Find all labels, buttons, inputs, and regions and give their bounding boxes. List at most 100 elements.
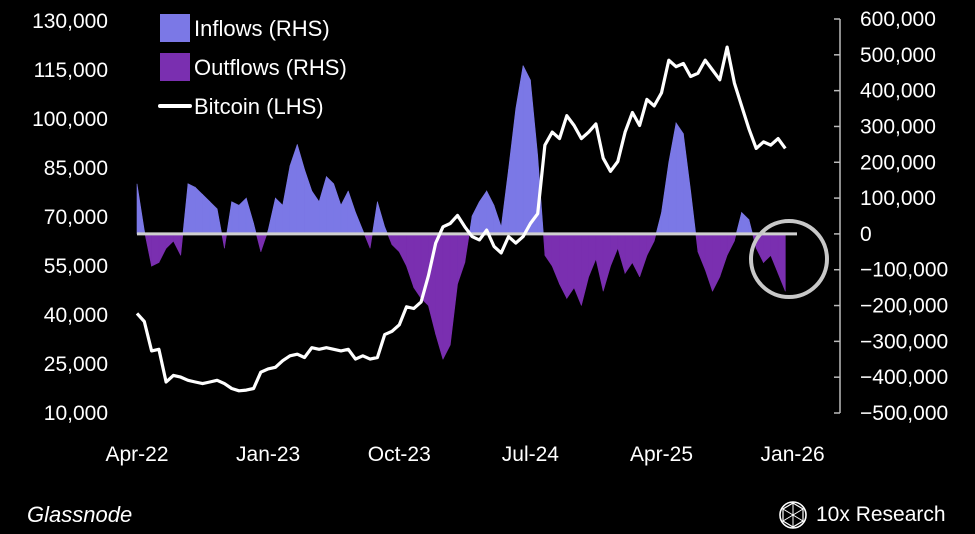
bitcoin-line [135,45,787,393]
right-tick-label: 300,000 [860,115,936,138]
inflow-area-segment [253,223,257,235]
inflow-area-segment [741,211,750,235]
inflow-area-segment [216,208,223,235]
outflow-area-segment [602,233,611,292]
inflow-area-segment [515,65,524,235]
inflow-area-segment [194,186,203,235]
inflow-area-segment [471,201,480,235]
legend-label: Outflows (RHS) [194,55,347,80]
left-tick-label: 115,000 [34,59,108,82]
outflow-area-segment [391,233,400,253]
right-axis: 600,000 500,000 400,000 300,000 200,000 100,0… [834,8,948,425]
inflow-area-segment [347,190,356,235]
x-tick-label: Oct-23 [368,443,431,466]
inflow-area-segment [231,201,240,235]
outflow-area-segment [387,233,393,245]
x-tick-label: Apr-25 [630,443,693,466]
inflow-area-segment [372,201,378,235]
inflow-area-segment [355,212,364,235]
legend-swatch [160,14,190,42]
inflow-area-segment [304,169,313,235]
outflow-area-segment [457,233,466,285]
outflow-area-segment [369,233,373,249]
inflow-area-segment [202,193,211,235]
inflow-area-segment [182,183,189,235]
network-globe-icon [779,501,807,529]
flows-area-layer [136,65,786,360]
x-tick-label: Jan-23 [236,443,300,466]
inflow-area-segment [748,219,753,235]
inflow-area-segment [226,201,233,235]
outflow-area-segment [363,233,371,249]
outflow-area-segment [158,233,167,263]
outflow-area-segment [632,233,640,278]
outflow-area-segment [406,233,415,288]
outflow-area-segment [413,233,422,300]
right-tick-label: −100,000 [860,259,948,282]
left-tick-label: 10,000 [44,402,108,425]
inflow-area-segment [333,183,342,235]
outflow-area-segment [697,233,706,270]
outflow-area-segment [260,233,268,252]
outflow-area-segment [398,233,407,267]
outflow-area-segment [595,233,604,292]
inflow-area-segment [275,197,283,235]
inflow-area-segment [289,144,298,235]
source-label: Glassnode [27,502,133,527]
x-axis: Apr-22 Jan-23 Oct-23 Jul-24 Apr-25 Jan-26 [105,443,824,466]
right-tick-label: −200,000 [860,295,948,318]
outflow-area-segment [173,233,182,256]
inflow-area-segment [655,212,662,235]
outflow-area-segment [770,233,779,274]
outflow-area-segment [639,233,648,277]
outflow-area-segment [180,233,184,256]
right-tick-label: 500,000 [860,44,936,67]
outflow-area-segment [464,233,470,263]
outflow-area-segment [442,233,451,360]
inflow-area-segment [522,65,531,235]
inflow-area-segment [500,169,509,235]
outflow-area-segment [617,233,626,274]
inflow-area-segment [690,190,697,235]
bitcoin-line-layer [135,45,787,393]
outflow-area-segment [588,233,597,278]
outflow-area-segment [777,233,786,292]
inflow-area-segment [479,189,487,235]
outflow-area-segment [151,233,160,267]
highlight-circle [749,219,829,299]
right-tick-label: −300,000 [860,330,948,353]
left-tick-label: 25,000 [44,353,108,376]
outflow-area-segment [559,233,568,299]
inflow-area-segment [683,133,691,235]
inflow-area-segment [209,200,218,235]
outflow-area-segment [544,233,553,268]
right-tick-label: 200,000 [860,151,936,174]
inflow-area-segment [486,190,495,235]
outflow-area-segment [610,233,619,267]
outflow-area-segment [566,233,575,300]
inflow-area-segment [326,175,334,235]
inflow-area-segment [675,121,684,235]
outflow-area-segment [704,233,713,292]
inflow-area-segment [311,189,320,235]
left-tick-label: 85,000 [44,157,108,180]
inflow-area-segment [493,205,502,235]
right-tick-label: −500,000 [860,402,948,425]
outflow-area-segment [435,233,444,360]
right-tick-label: 600,000 [860,8,936,31]
outflow-area-segment [224,233,228,249]
inflow-area-segment [238,197,247,235]
outflow-area-segment [624,233,633,275]
outflow-area-segment [573,233,582,306]
brand-label: 10x Research [816,503,946,526]
inflow-area-segment [508,108,517,235]
outflow-area-segment [763,233,772,264]
inflow-area-segment [377,201,385,235]
x-tick-label: Apr-22 [105,443,168,466]
inflow-area-segment [296,144,305,235]
outflow-area-segment [646,233,655,256]
right-tick-label: −400,000 [860,366,948,389]
right-tick-label: 400,000 [860,80,936,103]
outflow-area-segment [719,233,728,277]
inflow-area-segment [318,176,327,235]
